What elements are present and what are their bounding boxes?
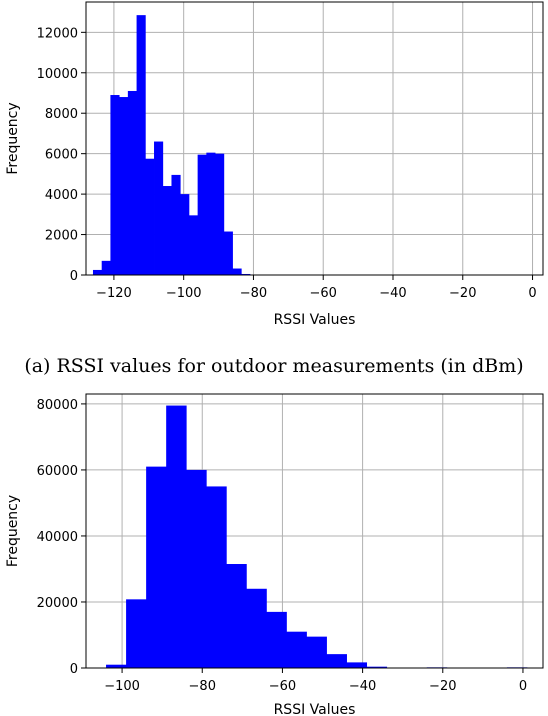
y-tick-label: 0: [70, 662, 78, 677]
histogram-bar: [241, 273, 251, 275]
histogram-bar: [119, 97, 129, 276]
y-tick-label: 2000: [45, 229, 78, 244]
histogram-bar: [346, 662, 368, 668]
histogram-bar: [162, 186, 172, 275]
x-tick-label: 0: [519, 679, 527, 694]
x-tick-label: −120: [96, 286, 132, 301]
y-tick-label: 80000: [37, 398, 78, 413]
histogram-bar: [266, 611, 287, 668]
histogram-bars: [92, 15, 251, 276]
y-tick-label: 10000: [37, 67, 78, 82]
x-tick-label: −80: [189, 679, 216, 694]
histogram-bar: [154, 141, 164, 275]
x-tick-label: −40: [349, 679, 376, 694]
rssi-histogram-b: −100 −80 −60 −40 −20 0 0 20000 40000 60000 80000 R…: [5, 393, 544, 716]
histogram-bar: [127, 90, 137, 275]
histogram-bar: [215, 153, 225, 275]
x-axis-label: RSSI Values: [274, 702, 356, 716]
axis-ticks: −120 −100 −80 −60 −40 −20 0 0 2000 4000 6000 8000 10…: [37, 26, 537, 301]
y-tick-label: 4000: [45, 188, 78, 203]
y-axis-label: Frequency: [5, 495, 21, 567]
x-tick-label: −60: [269, 679, 296, 694]
x-tick-label: −20: [449, 286, 476, 301]
histogram-bar: [223, 231, 233, 275]
y-tick-label: 8000: [45, 107, 78, 122]
histogram-bar: [286, 631, 307, 668]
histogram-bar: [101, 260, 111, 275]
histogram-bar: [171, 174, 181, 275]
histogram-bar: [126, 599, 147, 668]
histogram-bar: [232, 268, 242, 275]
x-tick-label: −60: [310, 286, 337, 301]
histogram-bar: [197, 154, 207, 275]
histogram-bar: [306, 636, 327, 668]
y-tick-label: 0: [70, 269, 78, 284]
histogram-bar: [366, 666, 388, 668]
histogram-bar: [246, 588, 267, 668]
plot-frame: [85, 1, 544, 276]
x-tick-label: −80: [240, 286, 267, 301]
x-tick-label: −20: [429, 679, 456, 694]
histogram-bar: [136, 15, 146, 276]
histogram-bar: [180, 194, 190, 275]
histogram-bars: [106, 405, 528, 668]
histogram-bar: [166, 405, 187, 668]
axis-ticks: −100 −80 −60 −40 −20 0 0 20000 40000 60000 80000: [37, 398, 527, 694]
y-tick-label: 20000: [37, 596, 78, 611]
x-tick-label: 0: [528, 286, 536, 301]
y-tick-label: 40000: [37, 530, 78, 545]
x-tick-label: −100: [166, 286, 202, 301]
plot-frame: [85, 393, 544, 669]
x-tick-label: −100: [104, 679, 140, 694]
y-tick-label: 12000: [37, 26, 78, 41]
histogram-bar: [226, 564, 247, 668]
figure-caption: (a) RSSI values for outdoor measurements…: [24, 355, 523, 377]
x-tick-label: −40: [379, 286, 406, 301]
histogram-bar: [206, 486, 227, 668]
y-axis-label: Frequency: [5, 102, 21, 174]
outdoor-rssi-histogram: −120 −100 −80 −60 −40 −20 0 0 2000 4000 6000 8000 10…: [5, 1, 544, 328]
histogram-bar: [106, 664, 127, 668]
histogram-bar: [188, 215, 199, 275]
histogram-bar: [145, 158, 155, 275]
histogram-bar: [326, 654, 347, 668]
histogram-bar: [186, 469, 207, 668]
x-axis-label: RSSI Values: [274, 312, 356, 328]
histogram-bar: [206, 152, 216, 275]
histogram-bar: [92, 269, 103, 275]
histogram-bar: [110, 95, 120, 276]
histogram-bar: [146, 466, 167, 668]
y-tick-label: 6000: [45, 148, 78, 163]
y-tick-label: 60000: [37, 464, 78, 479]
